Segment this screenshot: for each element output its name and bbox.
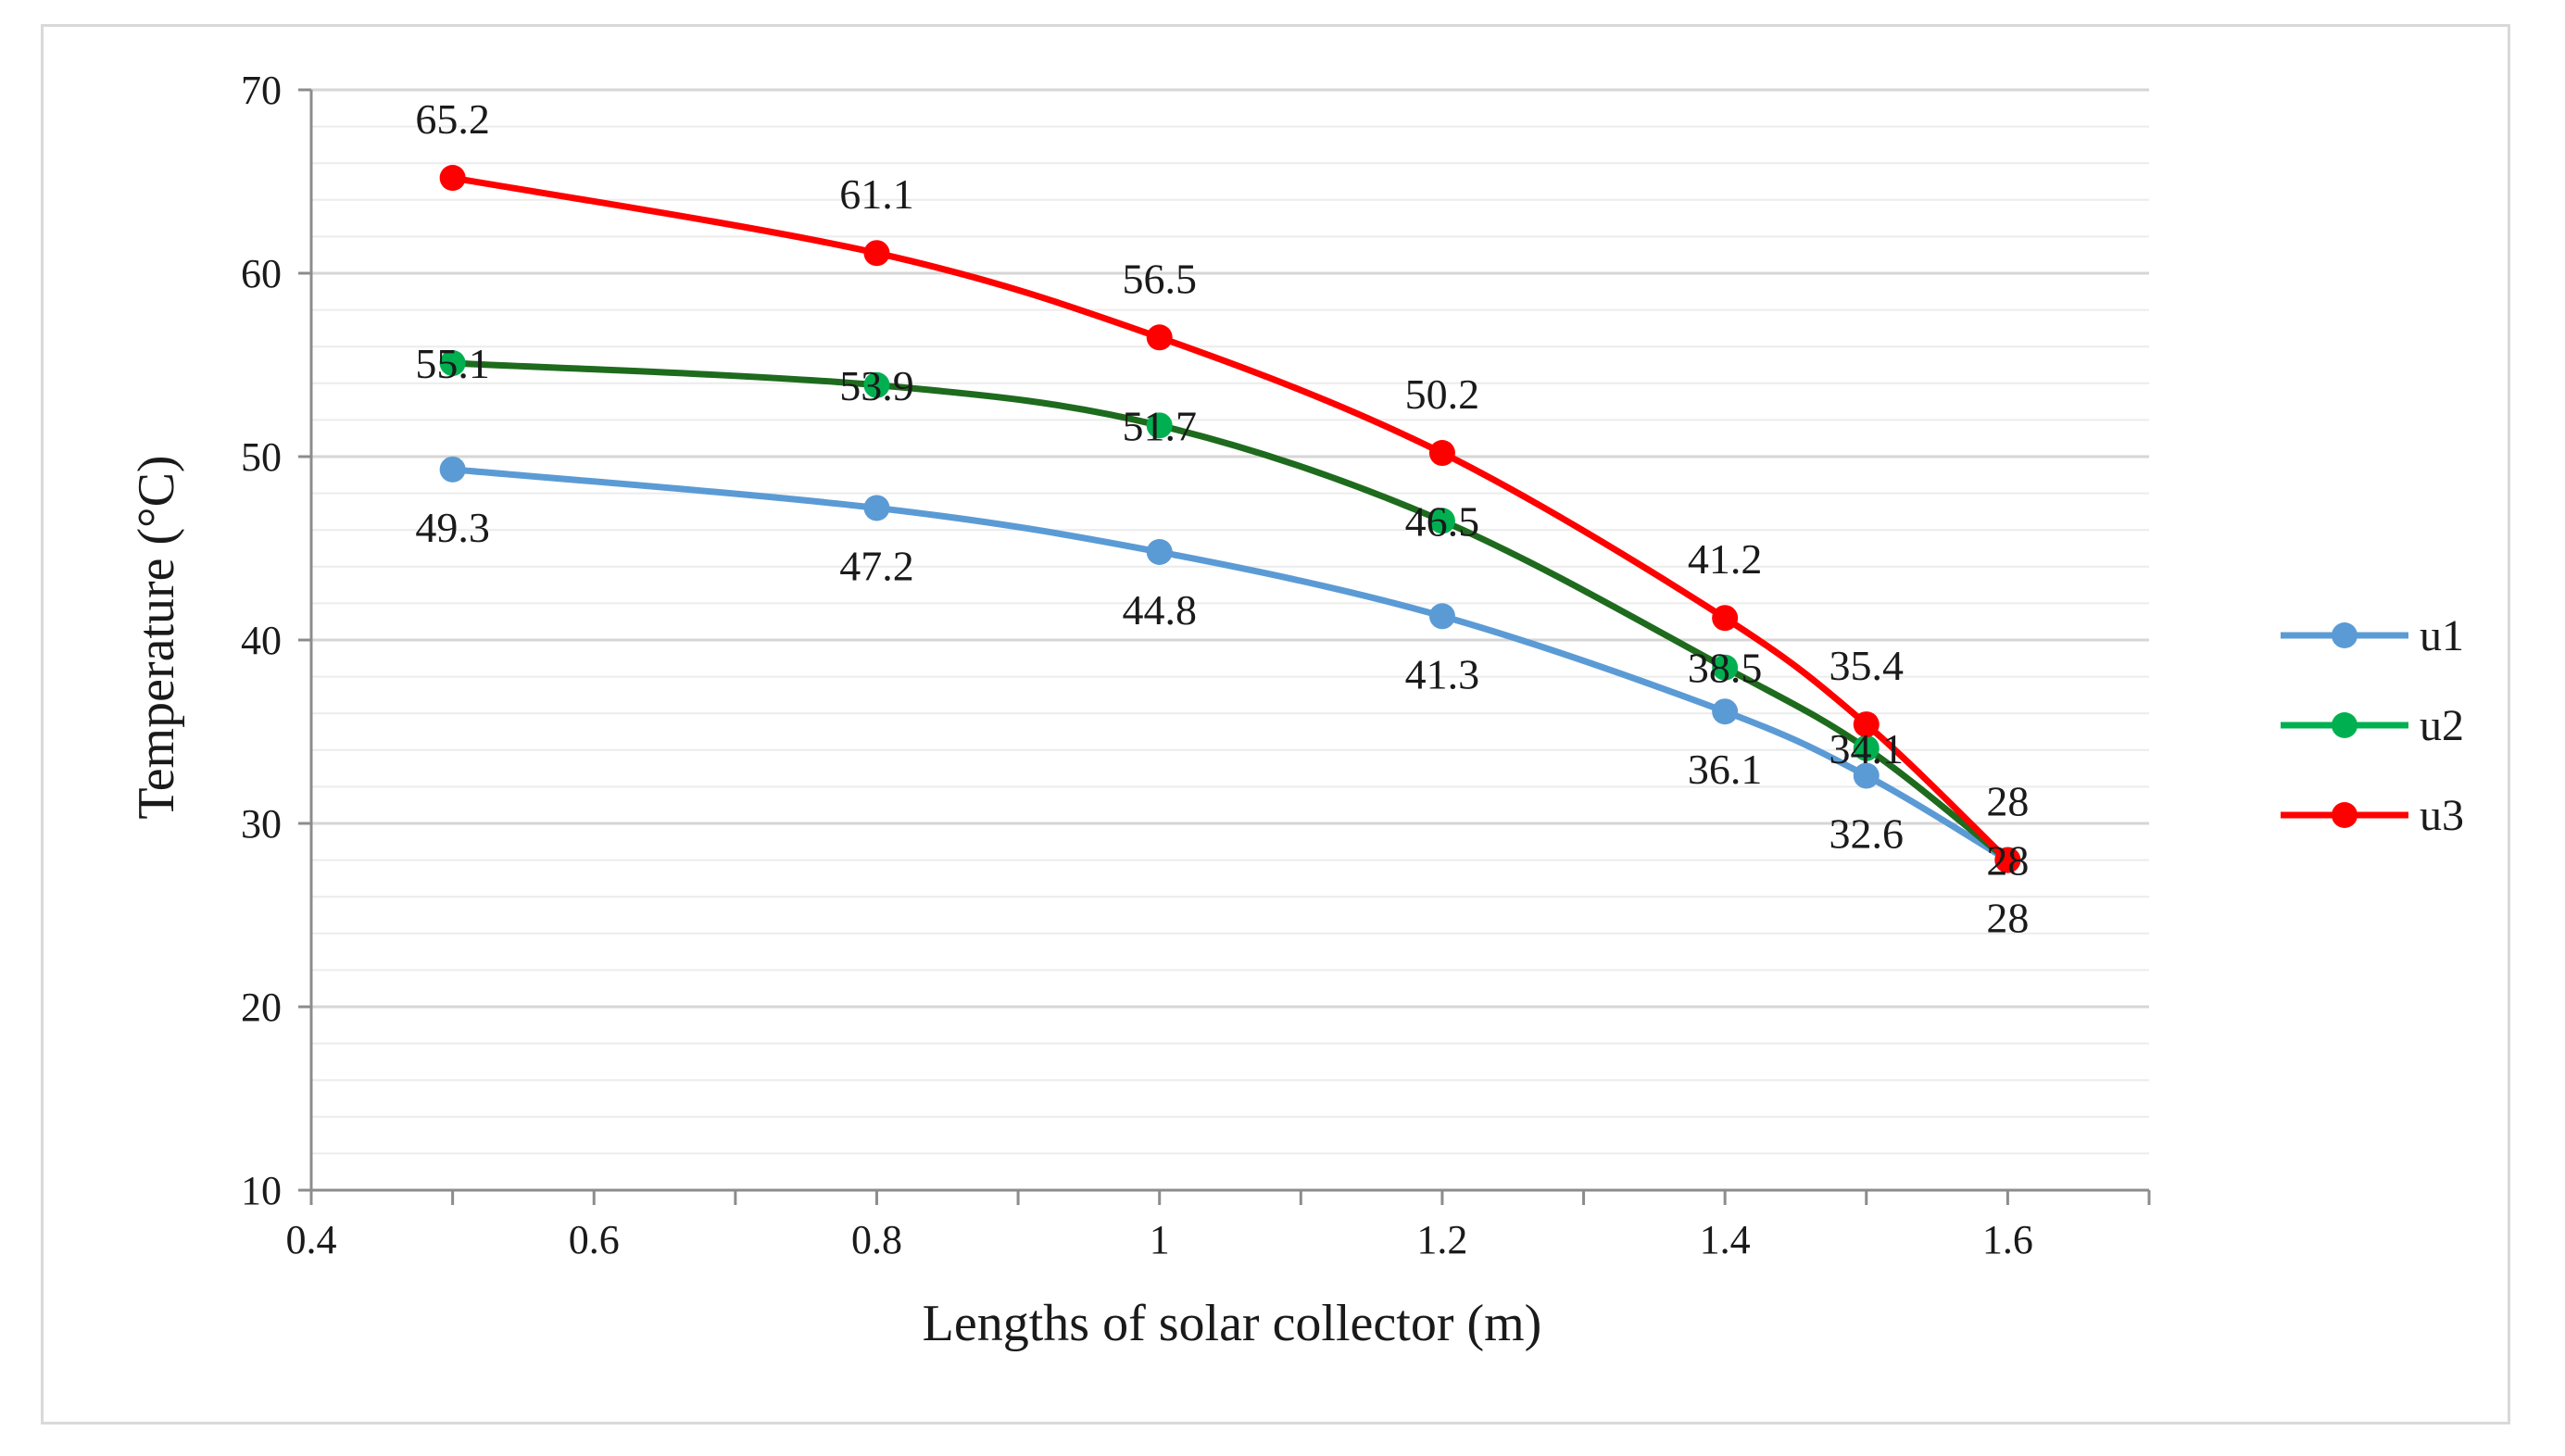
- legend[interactable]: u1 u2 u3: [2281, 611, 2464, 840]
- legend-marker: [2332, 712, 2358, 738]
- data-label-u3: 35.4: [1829, 642, 1905, 689]
- series: [439, 165, 2021, 873]
- data-point-u3[interactable]: [863, 240, 890, 267]
- x-tick-label: 1.4: [1700, 1217, 1751, 1262]
- data-label-u1: 36.1: [1688, 746, 1763, 793]
- series-line-u3: [449, 174, 2011, 864]
- data-label-u2: 46.5: [1405, 497, 1480, 545]
- x-tick-label: 1: [1150, 1217, 1170, 1262]
- legend-item-u3[interactable]: u3: [2281, 791, 2464, 840]
- y-axis-title: Temperature (°C): [128, 455, 185, 819]
- data-label-u2: 38.5: [1688, 645, 1763, 692]
- data-label-u2: 55.1: [415, 340, 490, 387]
- y-tick-label: 10: [241, 1168, 282, 1213]
- data-label-u3: 56.5: [1122, 255, 1197, 302]
- data-label-u1: 44.8: [1122, 586, 1197, 634]
- x-tick-label: 0.8: [851, 1217, 902, 1262]
- axes: Lengths of solar collector (m) Temperatu…: [128, 68, 2151, 1352]
- data-point-u3[interactable]: [1994, 847, 2021, 873]
- data-point-u1[interactable]: [439, 456, 466, 483]
- data-point-u3[interactable]: [439, 165, 466, 192]
- data-point-u2[interactable]: [1853, 734, 1880, 761]
- data-label-u2: 34.1: [1829, 725, 1905, 772]
- data-label-u1: 47.2: [839, 542, 914, 589]
- data-label-u3: 50.2: [1405, 370, 1480, 418]
- data-point-u3[interactable]: [1146, 324, 1173, 351]
- y-tick-label: 60: [241, 251, 282, 296]
- legend-label: u2: [2420, 701, 2464, 750]
- data-point-u2[interactable]: [439, 350, 466, 377]
- data-label-u1: 28: [1986, 895, 2029, 942]
- x-tick-label: 0.4: [286, 1217, 337, 1262]
- legend-label: u1: [2420, 611, 2464, 660]
- data-point-u2[interactable]: [1712, 654, 1739, 681]
- legend-label: u3: [2420, 791, 2464, 840]
- data-point-u2[interactable]: [1428, 508, 1455, 534]
- legend-marker: [2332, 622, 2358, 648]
- data-point-u2[interactable]: [863, 371, 890, 398]
- data-point-u1[interactable]: [1146, 538, 1173, 565]
- x-tick-label: 1.6: [1982, 1217, 2033, 1262]
- data-point-u1[interactable]: [1853, 762, 1880, 789]
- data-label-u1: 49.3: [415, 504, 490, 551]
- data-point-u1[interactable]: [1428, 603, 1455, 630]
- y-tick-label: 50: [241, 434, 282, 480]
- data-point-u1[interactable]: [863, 495, 890, 521]
- legend-marker: [2332, 802, 2358, 828]
- y-tick-label: 70: [241, 68, 282, 113]
- data-point-u3[interactable]: [1853, 711, 1880, 738]
- legend-item-u2[interactable]: u2: [2281, 701, 2464, 750]
- y-tick-label: 20: [241, 985, 282, 1030]
- y-tick-label: 30: [241, 801, 282, 847]
- data-label-u1: 32.6: [1829, 810, 1905, 858]
- data-label-u3: 41.2: [1688, 535, 1763, 583]
- data-label-u2: 53.9: [839, 362, 914, 409]
- x-tick-label: 0.6: [569, 1217, 620, 1262]
- series-line-u2: [449, 359, 2011, 864]
- data-label-u3: 61.1: [839, 170, 914, 218]
- data-label-u2: 51.7: [1122, 402, 1197, 449]
- legend-item-u1[interactable]: u1: [2281, 611, 2464, 660]
- grid: [311, 88, 2149, 1155]
- data-label-u3: 65.2: [415, 95, 490, 143]
- y-tick-label: 40: [241, 618, 282, 663]
- data-point-u3[interactable]: [1712, 605, 1739, 632]
- data-point-u1[interactable]: [1712, 698, 1739, 725]
- data-label-u2: 28: [1986, 837, 2029, 885]
- data-point-u3[interactable]: [1428, 440, 1455, 467]
- data-label-u1: 41.3: [1405, 650, 1480, 697]
- data-label-u3: 28: [1986, 778, 2029, 825]
- x-tick-label: 1.2: [1416, 1217, 1467, 1262]
- series-line-u1: [449, 466, 2011, 864]
- data-point-u2[interactable]: [1146, 412, 1173, 439]
- x-axis-title: Lengths of solar collector (m): [923, 1295, 1542, 1352]
- data-labels: 49.3 47.2 44.8 41.3 36.1 32.6 28 55.1 53.9 51.7 46…: [415, 95, 2029, 942]
